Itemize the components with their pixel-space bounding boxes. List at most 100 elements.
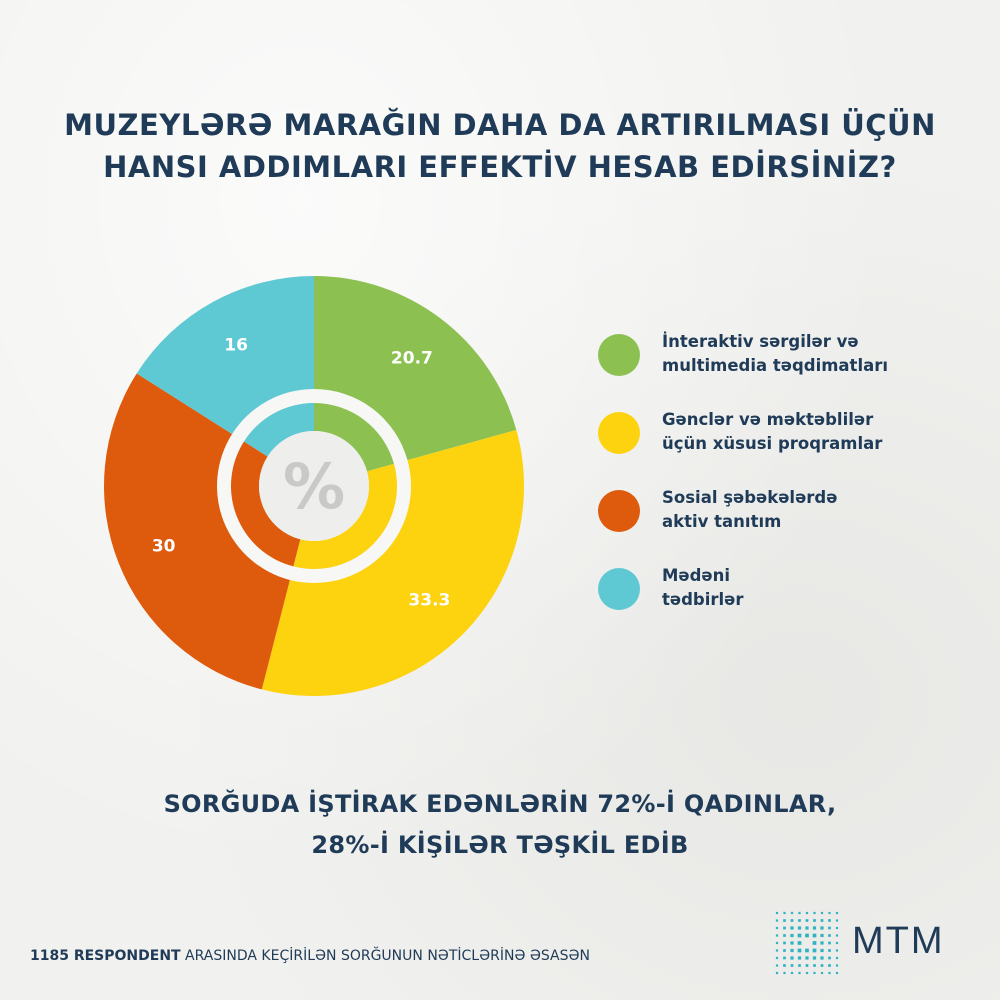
logo-dot bbox=[805, 948, 809, 953]
logo-dot bbox=[783, 911, 786, 915]
logo-dot bbox=[835, 926, 839, 930]
logo-dot bbox=[783, 941, 786, 945]
logo-dot bbox=[797, 941, 802, 945]
logo-dot bbox=[775, 934, 779, 937]
logo-dot bbox=[790, 919, 794, 922]
logo-dot bbox=[775, 956, 779, 960]
logo-dot bbox=[812, 941, 817, 945]
legend-label-line: multimedia təqdimatları bbox=[662, 356, 889, 375]
logo-dot bbox=[805, 919, 809, 922]
logo-dot bbox=[790, 964, 794, 967]
logo-dot bbox=[798, 971, 801, 975]
logo-dot bbox=[835, 949, 839, 952]
logo-dot bbox=[790, 956, 794, 960]
legend-label: Sosial şəbəkələrdə aktiv tanıtım bbox=[662, 486, 837, 534]
logo-dot bbox=[828, 964, 831, 967]
percent-symbol: % bbox=[283, 450, 345, 523]
slice-value-label: 30 bbox=[152, 537, 176, 557]
donut-slice-inner bbox=[314, 403, 394, 472]
legend-label-line: aktiv tanıtım bbox=[662, 512, 782, 531]
logo-dot bbox=[797, 956, 802, 960]
logo-dot bbox=[820, 971, 824, 975]
footer-respondents: 1185 RESPONDENT bbox=[30, 948, 181, 964]
footer-text: ARASINDA KEÇİRİLƏN SORĞUNUN NƏTİCLƏRİNƏ … bbox=[180, 948, 591, 964]
logo-dot bbox=[835, 956, 839, 960]
donut-slice-outer bbox=[261, 429, 524, 696]
logo-dot bbox=[797, 948, 802, 953]
survey-note: SORĞUDA İŞTİRAK EDƏNLƏRİN 72%-İ QADINLAR… bbox=[0, 784, 1000, 866]
logo-dot bbox=[798, 919, 801, 922]
logo-dot bbox=[835, 934, 839, 937]
legend-swatch bbox=[598, 490, 640, 532]
logo-dot bbox=[797, 933, 802, 938]
logo-text: MTM bbox=[852, 920, 945, 962]
logo-dot bbox=[775, 919, 779, 922]
legend-label: İnteraktiv sərgilər və multimedia təqdim… bbox=[662, 330, 888, 378]
legend-item: İnteraktiv sərgilər və multimedia təqdim… bbox=[598, 330, 978, 376]
legend-label-line: tədbirlər bbox=[662, 590, 744, 609]
logo-dot bbox=[828, 971, 831, 975]
legend-item: Mədəni tədbirlər bbox=[598, 564, 978, 610]
logo-dot bbox=[813, 919, 816, 922]
logo-dot bbox=[812, 926, 817, 930]
logo-dot bbox=[812, 948, 817, 953]
logo-dot bbox=[820, 919, 824, 922]
logo-dot bbox=[775, 941, 779, 945]
legend-label: Gənclər və məktəblilər üçün xüsusi proqr… bbox=[662, 408, 882, 456]
logo-dot bbox=[828, 919, 831, 922]
note-line-1: SORĞUDA İŞTİRAK EDƏNLƏRİN 72%-İ QADINLAR… bbox=[163, 790, 837, 818]
logo-dot bbox=[820, 941, 824, 945]
logo-dot bbox=[812, 956, 817, 960]
logo-dot bbox=[813, 971, 816, 975]
logo-dot bbox=[790, 971, 794, 975]
legend-label-line: Mədəni bbox=[662, 566, 731, 585]
logo-dot bbox=[775, 964, 779, 967]
legend-item: Gənclər və məktəblilər üçün xüsusi proqr… bbox=[598, 408, 978, 454]
logo-dot bbox=[790, 948, 794, 953]
logo-dot bbox=[783, 926, 786, 930]
logo-mark-icon bbox=[775, 911, 839, 975]
logo-dot bbox=[813, 911, 816, 915]
logo-dot bbox=[820, 926, 824, 930]
logo-dot bbox=[775, 926, 779, 930]
logo-dot bbox=[805, 971, 809, 975]
logo-dot bbox=[790, 933, 794, 938]
logo-dot bbox=[820, 964, 824, 967]
logo-dot bbox=[775, 911, 779, 915]
logo-dot bbox=[828, 941, 831, 945]
legend-swatch bbox=[598, 568, 640, 610]
note-line-2: 28%-İ KİŞİLƏR TƏŞKİL EDİB bbox=[311, 831, 689, 859]
logo-dot bbox=[805, 956, 809, 960]
footer-source: 1185 RESPONDENT ARASINDA KEÇİRİLƏN SORĞU… bbox=[30, 948, 590, 964]
logo-dot bbox=[820, 948, 824, 953]
logo-dot bbox=[820, 933, 824, 938]
logo-dot bbox=[797, 926, 802, 930]
donut-slice-outer bbox=[136, 276, 314, 435]
slice-value-label: 33.3 bbox=[408, 590, 450, 610]
logo-dot bbox=[775, 971, 779, 975]
logo-dot bbox=[835, 941, 839, 945]
legend-label-line: üçün xüsusi proqramlar bbox=[662, 434, 883, 453]
logo-dot bbox=[783, 949, 786, 952]
logo-dot bbox=[835, 919, 839, 922]
legend-label-line: Gənclər və məktəblilər bbox=[662, 410, 874, 429]
slice-value-label: 20.7 bbox=[391, 348, 433, 368]
donut-slice-inner bbox=[230, 441, 301, 567]
logo-dot bbox=[775, 949, 779, 952]
logo-dot bbox=[828, 934, 831, 937]
logo-dot bbox=[798, 964, 801, 967]
legend-item: Sosial şəbəkələrdə aktiv tanıtım bbox=[598, 486, 978, 532]
logo-dot bbox=[828, 911, 831, 915]
logo-dot bbox=[790, 941, 794, 945]
legend-label-line: Sosial şəbəkələrdə bbox=[662, 488, 838, 507]
donut-slice-inner bbox=[293, 463, 398, 569]
logo-dot bbox=[783, 919, 786, 922]
logo-dot bbox=[828, 956, 831, 960]
logo-dot bbox=[790, 911, 794, 915]
logo-dot bbox=[835, 911, 839, 915]
legend-label-line: İnteraktiv sərgilər və bbox=[662, 332, 859, 351]
logo-dot bbox=[783, 956, 786, 960]
slice-value-label: 16 bbox=[224, 335, 248, 355]
logo-dot bbox=[783, 971, 786, 975]
donut-slice-inner bbox=[243, 403, 314, 457]
